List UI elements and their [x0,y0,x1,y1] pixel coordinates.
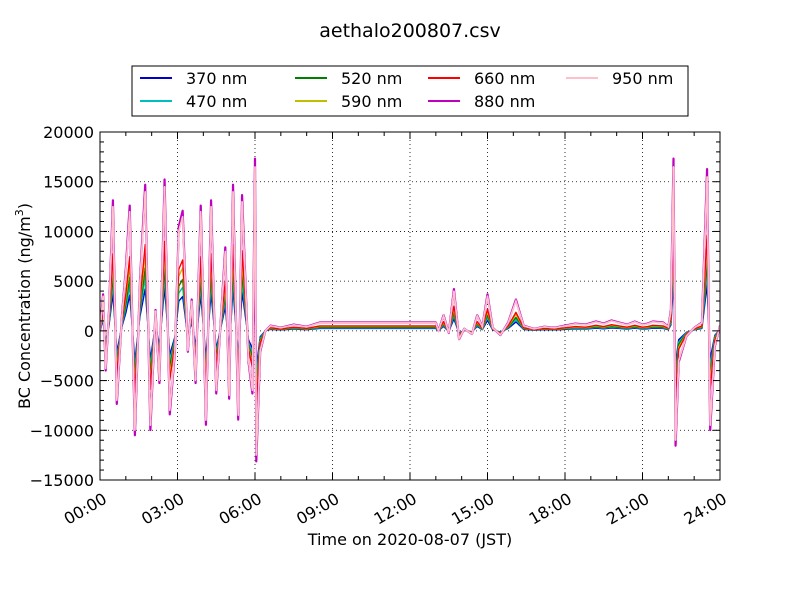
legend-label: 950 nm [612,69,673,88]
y-tick-label: −5000 [40,372,94,391]
y-axis-label-tail: ) [15,203,34,209]
y-tick-label: −15000 [30,471,94,490]
legend: 370 nm 470 nm 520 nm 590 nm 660 nm 880 nm 950 … [131,65,689,117]
y-tick-label: 10000 [43,222,94,241]
y-tick-label: 20000 [43,123,94,142]
legend-label: 370 nm [186,69,247,88]
y-tick-label: 15000 [43,173,94,192]
legend-box [131,65,689,117]
series-line-950-nm-top [100,166,720,456]
y-tick-labels: 20000 15000 10000 5000 0 −5000 −10000 −15000 [30,123,94,490]
y-axis-label-sup: 3 [13,209,26,216]
y-axis-label-main: BC Concentration (ng/m [15,216,34,409]
y-axis-label: BC Concentration (ng/m3) [13,203,34,409]
y-tick-label: 5000 [53,272,94,291]
chart-title: aethalo200807.csv [319,20,501,42]
legend-label: 470 nm [186,92,247,111]
legend-label: 520 nm [341,69,402,88]
legend-label: 660 nm [474,69,535,88]
x-axis-label: Time on 2020-08-07 (JST) [307,530,512,549]
axis-ticks [99,131,721,481]
series-layer [100,157,720,463]
y-tick-label: −10000 [30,421,94,440]
legend-label: 590 nm [341,92,402,111]
y-tick-label: 0 [84,322,94,341]
legend-label: 880 nm [474,92,535,111]
